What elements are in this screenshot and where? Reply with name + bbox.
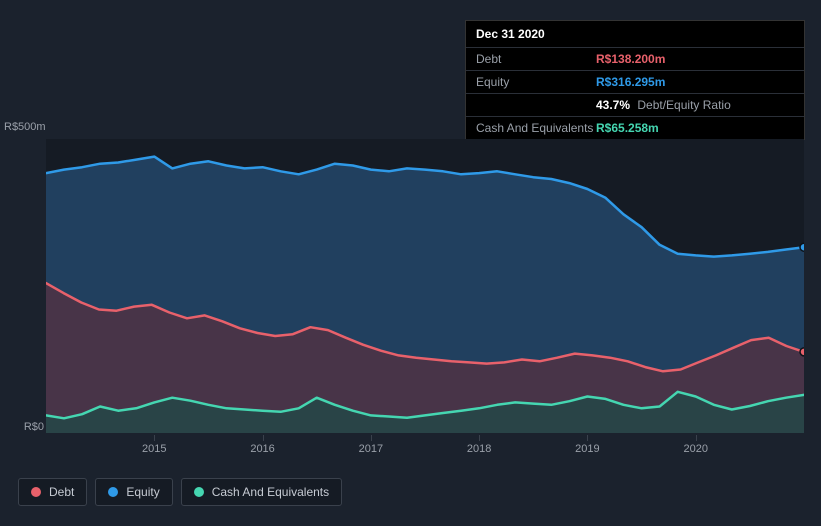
chart-container: R$500m R$0 201520162017201820192020 bbox=[18, 125, 804, 465]
tooltip-label bbox=[476, 98, 596, 112]
legend-item-cash[interactable]: Cash And Equivalents bbox=[181, 478, 342, 506]
x-tick bbox=[154, 435, 155, 441]
tooltip-ratio-pct: 43.7% bbox=[596, 98, 630, 112]
x-axis-label: 2015 bbox=[142, 443, 166, 455]
x-axis-label: 2017 bbox=[359, 443, 383, 455]
tooltip-label: Debt bbox=[476, 52, 596, 66]
x-tick bbox=[587, 435, 588, 441]
x-axis-label: 2018 bbox=[467, 443, 491, 455]
chart-plot-area[interactable] bbox=[46, 139, 804, 433]
tooltip-value-equity: R$316.295m bbox=[596, 75, 794, 89]
x-axis-labels: 2015 2016 2017 2018 2019 2020 bbox=[46, 443, 804, 459]
legend-label: Equity bbox=[126, 485, 159, 499]
x-tick bbox=[696, 435, 697, 441]
tooltip-row-equity: Equity R$316.295m bbox=[466, 70, 804, 93]
x-tick bbox=[263, 435, 264, 441]
x-axis-label: 2019 bbox=[575, 443, 599, 455]
x-tick bbox=[371, 435, 372, 441]
chart-svg bbox=[46, 139, 804, 433]
tooltip-value-debt: R$138.200m bbox=[596, 52, 794, 66]
marker-equity bbox=[800, 243, 804, 251]
y-axis-label-max: R$500m bbox=[4, 121, 44, 133]
chart-tooltip: Dec 31 2020 Debt R$138.200m Equity R$316… bbox=[465, 20, 805, 140]
swatch-icon bbox=[108, 487, 118, 497]
tooltip-date: Dec 31 2020 bbox=[466, 21, 804, 47]
x-axis-label: 2020 bbox=[683, 443, 707, 455]
y-axis-label-min: R$0 bbox=[4, 421, 44, 433]
chart-legend: Debt Equity Cash And Equivalents bbox=[18, 478, 342, 506]
tooltip-ratio-label: Debt/Equity Ratio bbox=[637, 98, 730, 112]
swatch-icon bbox=[31, 487, 41, 497]
x-tick bbox=[479, 435, 480, 441]
legend-item-equity[interactable]: Equity bbox=[95, 478, 172, 506]
marker-debt bbox=[800, 348, 804, 356]
x-axis-label: 2016 bbox=[250, 443, 274, 455]
swatch-icon bbox=[194, 487, 204, 497]
tooltip-row-debt: Debt R$138.200m bbox=[466, 47, 804, 70]
legend-label: Debt bbox=[49, 485, 74, 499]
tooltip-row-ratio: 43.7% Debt/Equity Ratio bbox=[466, 93, 804, 116]
legend-item-debt[interactable]: Debt bbox=[18, 478, 87, 506]
legend-label: Cash And Equivalents bbox=[212, 485, 329, 499]
tooltip-label: Equity bbox=[476, 75, 596, 89]
